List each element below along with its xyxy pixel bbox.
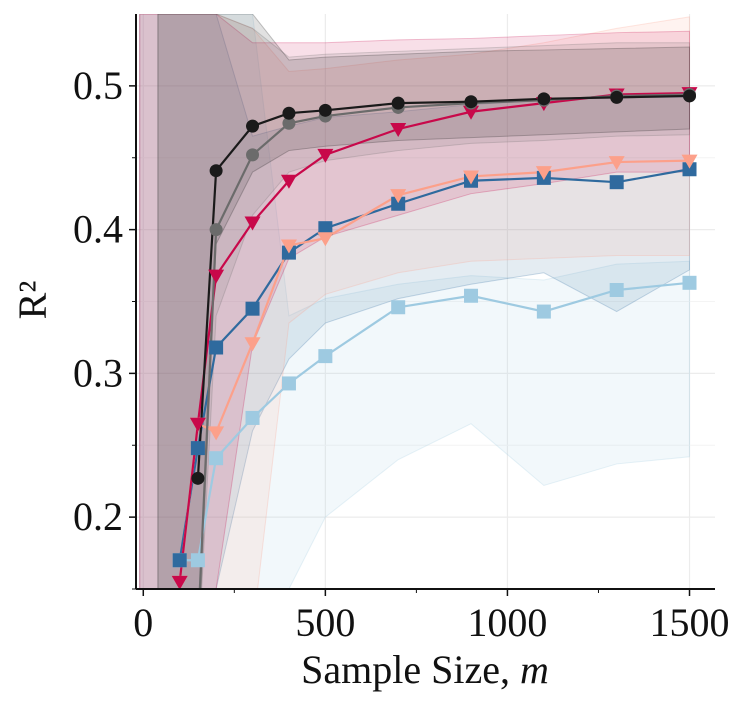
data-point-series-1 [281,376,296,391]
data-point-series-1 [391,300,406,315]
confidence-band-layer [139,14,691,589]
data-point-series-3 [208,426,225,441]
data-point-series-6 [246,119,260,133]
data-point-series-5 [191,626,204,639]
data-point-series-3 [390,189,407,204]
data-point-series-5 [209,223,223,237]
data-point-series-5 [282,116,296,130]
data-point-series-6 [191,471,205,485]
data-point-series-1 [682,275,697,290]
y-tick-label: 0.4 [73,207,123,252]
data-point-series-4 [390,123,407,137]
data-point-series-6 [391,96,405,110]
data-point-series-3 [244,337,261,352]
data-point-series-6 [683,89,697,103]
data-point-series-1 [464,288,479,303]
data-point-series-6 [318,103,332,117]
series-marker-layer [171,87,698,639]
data-point-series-2 [209,340,224,355]
data-point-series-2 [682,162,697,177]
y-tick-label: 0.2 [73,494,123,539]
data-point-series-1 [190,553,205,568]
data-point-series-1 [245,410,260,425]
x-tick-label: 0 [133,600,153,645]
data-point-series-2 [609,175,624,190]
data-point-series-4 [171,575,188,589]
data-point-series-1 [209,451,224,466]
data-point-series-4 [189,417,206,432]
data-point-series-4 [280,174,297,189]
y-tick-label: 0.3 [73,350,123,395]
data-point-series-4 [463,105,480,120]
data-point-series-1 [318,349,333,364]
data-point-series-5 [246,148,260,162]
data-point-series-3 [608,156,625,171]
data-point-series-3 [463,170,480,185]
data-point-series-2 [245,301,260,316]
series-line-6 [196,94,690,479]
y-axis-title: R² [10,281,55,320]
data-point-series-3 [681,154,698,169]
data-point-series-6 [464,95,478,109]
confidence-band-2 [139,14,691,589]
data-point-series-1 [609,283,624,297]
data-point-series-4 [244,216,261,231]
confidence-band-6 [157,14,691,589]
data-point-series-2 [190,441,205,456]
axis-layer: 0 500 1000 1500 0.2 0.3 0.4 0.5 [73,14,730,645]
confidence-band-5 [157,14,691,589]
data-point-series-6 [537,92,551,106]
data-point-series-3 [317,232,334,247]
data-point-series-6 [282,106,296,120]
data-point-series-1 [536,304,551,319]
data-point-series-2 [391,196,406,211]
data-point-series-3 [280,239,297,254]
x-tick-label: 500 [295,600,355,645]
data-point-series-3 [535,166,552,181]
x-tick-label: 1500 [650,600,730,645]
x-tick-label: 1000 [467,600,547,645]
data-point-series-4 [208,269,225,284]
confidence-band-1 [139,14,691,589]
data-point-series-4 [317,148,334,163]
data-point-series-2 [318,221,333,236]
data-point-series-6 [209,164,223,178]
data-point-series-6 [610,90,624,104]
confidence-band-3 [139,14,691,589]
data-point-series-2 [172,553,187,568]
y-tick-label: 0.5 [73,63,123,108]
x-axis-title: Sample Size, m [301,647,549,692]
